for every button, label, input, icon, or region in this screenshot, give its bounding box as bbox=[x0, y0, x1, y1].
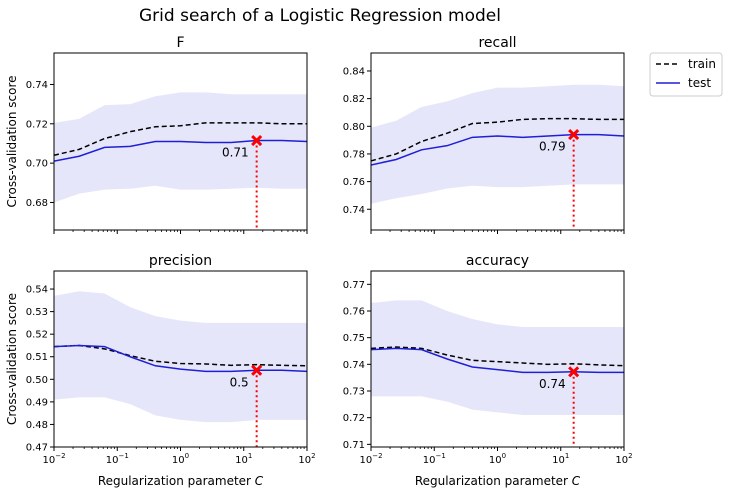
y-tick-label: 0.68 bbox=[26, 198, 48, 209]
y-tick-label: 0.72 bbox=[26, 119, 48, 130]
best-score-label: 0.71 bbox=[222, 146, 249, 160]
std-band bbox=[54, 291, 307, 423]
x-tick-label: 102 bbox=[298, 452, 315, 466]
subplot-precision: 0.5 precision 0.47 0.48 0.49 0.50 0.51 0.52 0.53… bbox=[5, 253, 316, 488]
y-tick-label: 0.76 bbox=[343, 307, 365, 318]
y-tick-label: 0.52 bbox=[26, 330, 48, 341]
best-score-label: 0.74 bbox=[539, 377, 566, 391]
y-tick-label: 0.76 bbox=[343, 177, 365, 188]
series-line-train bbox=[54, 122, 307, 157]
x-tick-label: 101 bbox=[552, 452, 569, 466]
best-score-marker bbox=[568, 129, 580, 141]
series-line-test bbox=[371, 133, 624, 166]
subplot-accuracy: 0.74 accuracy 0.71 0.72 0.73 0.74 0.75 0.76 0.77… bbox=[343, 253, 633, 488]
y-tick-label: 0.73 bbox=[343, 387, 365, 398]
x-tick-label: 10−2 bbox=[359, 452, 382, 466]
figure-title: Grid search of a Logistic Regression mod… bbox=[139, 6, 501, 26]
plot-area bbox=[371, 300, 624, 447]
y-tick-label: 0.51 bbox=[26, 352, 48, 363]
best-score-marker bbox=[568, 366, 580, 378]
x-tick-label: 101 bbox=[235, 452, 252, 466]
y-axis-label: Cross-validation score bbox=[5, 293, 19, 425]
series-line-train bbox=[54, 344, 307, 367]
y-tick-label: 0.77 bbox=[343, 280, 365, 291]
series-line-test bbox=[54, 139, 307, 162]
legend-label-test: test bbox=[688, 76, 711, 90]
y-tick-label: 0.70 bbox=[26, 159, 48, 170]
std-band bbox=[54, 92, 307, 203]
subplot-f: 0.71 F 0.68 0.70 0.72 0.74 Cross-validation sc… bbox=[5, 35, 308, 234]
subplot-title: F bbox=[176, 35, 184, 51]
y-tick-label: 0.54 bbox=[26, 285, 48, 296]
series-line-train bbox=[371, 117, 624, 162]
series-line-test bbox=[54, 344, 307, 373]
y-tick-label: 0.48 bbox=[26, 420, 48, 431]
y-tick-label: 0.82 bbox=[343, 94, 365, 105]
y-tick-label: 0.74 bbox=[343, 205, 365, 216]
subplot-title: recall bbox=[478, 35, 516, 51]
legend-label-train: train bbox=[688, 57, 716, 71]
y-tick-label: 0.84 bbox=[343, 66, 365, 77]
y-tick-label: 0.80 bbox=[343, 122, 365, 133]
best-score-label: 0.5 bbox=[230, 375, 249, 389]
x-axis-label: Regularization parameter C bbox=[415, 474, 581, 488]
x-tick-label: 10−1 bbox=[423, 452, 446, 466]
x-tick-label: 10−2 bbox=[42, 452, 65, 466]
x-tick-label: 100 bbox=[172, 452, 189, 466]
y-tick-label: 0.74 bbox=[343, 360, 365, 371]
y-tick-label: 0.74 bbox=[26, 80, 48, 91]
std-band bbox=[371, 300, 624, 415]
x-tick-label: 102 bbox=[615, 452, 632, 466]
subplot-title: accuracy bbox=[466, 253, 529, 269]
subplot-recall: 0.79 recall 0.74 0.76 0.78 0.80 0.82 0.84 bbox=[343, 35, 625, 234]
plot-area bbox=[54, 291, 307, 447]
x-tick-label: 10−1 bbox=[106, 452, 129, 466]
x-axis-label: Regularization parameter C bbox=[98, 474, 264, 488]
y-tick-label: 0.49 bbox=[26, 397, 48, 408]
best-score-label: 0.79 bbox=[539, 140, 566, 154]
plot-area bbox=[371, 84, 624, 230]
y-tick-label: 0.50 bbox=[26, 375, 48, 386]
y-tick-label: 0.71 bbox=[343, 440, 365, 451]
plot-area bbox=[54, 92, 307, 230]
x-tick-label: 100 bbox=[489, 452, 506, 466]
y-axis-label: Cross-validation score bbox=[5, 75, 19, 207]
series-line-train bbox=[371, 346, 624, 367]
legend: train test bbox=[649, 52, 723, 97]
best-score-marker bbox=[251, 134, 263, 147]
subplot-title: precision bbox=[149, 253, 212, 269]
best-score-marker bbox=[251, 364, 263, 376]
series-line-test bbox=[371, 347, 624, 374]
y-tick-label: 0.53 bbox=[26, 307, 48, 318]
y-tick-label: 0.75 bbox=[343, 333, 365, 344]
std-band bbox=[371, 84, 624, 204]
y-tick-label: 0.78 bbox=[343, 149, 365, 160]
y-tick-label: 0.47 bbox=[26, 443, 48, 454]
y-tick-label: 0.72 bbox=[343, 413, 365, 424]
